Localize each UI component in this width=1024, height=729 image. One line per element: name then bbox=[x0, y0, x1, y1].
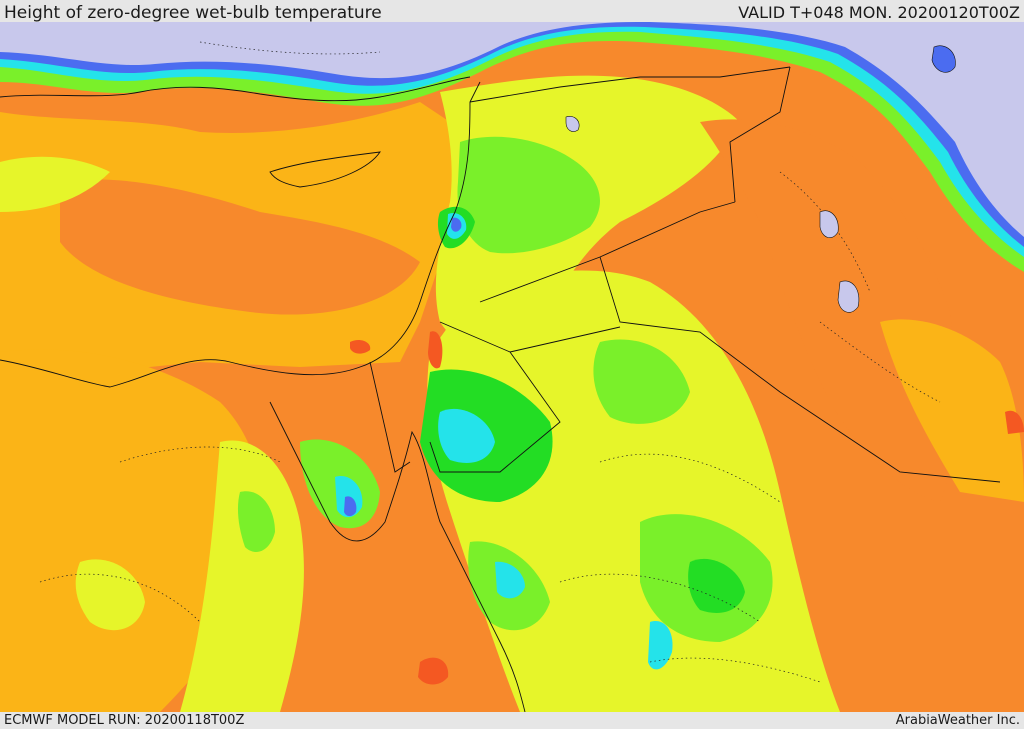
nile-yellow bbox=[180, 440, 304, 712]
model-run-label: ECMWF MODEL RUN: 20200118T00Z bbox=[4, 713, 245, 728]
levant-green bbox=[457, 136, 600, 254]
turkey-coastline bbox=[0, 76, 471, 102]
red-patch-2 bbox=[418, 657, 449, 685]
cyprus-outline bbox=[269, 151, 381, 188]
dotted-border-7 bbox=[649, 657, 821, 683]
dotted-border-3 bbox=[599, 453, 781, 503]
sea-core bbox=[60, 179, 420, 315]
weather-map[interactable] bbox=[0, 22, 1024, 712]
credit-label: ArabiaWeather Inc. bbox=[895, 713, 1020, 728]
lebanon-blue bbox=[451, 217, 462, 232]
footer-bar: ECMWF MODEL RUN: 20200118T00Z ArabiaWeat… bbox=[0, 712, 1024, 729]
header-bar: Height of zero-degree wet-bulb temperatu… bbox=[0, 0, 1024, 23]
coastlines bbox=[0, 66, 1001, 712]
hejaz-cyan bbox=[495, 561, 525, 599]
jordan-border bbox=[509, 326, 621, 353]
dotted-border-4 bbox=[559, 573, 761, 623]
red-patch-1 bbox=[350, 339, 371, 354]
map-canvas bbox=[0, 22, 1024, 712]
egypt-orange-yellow bbox=[0, 349, 264, 712]
gulf-orange-yellow bbox=[880, 319, 1024, 502]
jordan-outline bbox=[429, 321, 561, 473]
jordan-cyan-core bbox=[438, 408, 495, 463]
north-sea bbox=[0, 22, 1024, 237]
saudi-iraq-border bbox=[599, 256, 1001, 483]
iraq-orange bbox=[700, 119, 957, 502]
north-coast-green bbox=[0, 22, 1024, 272]
israel-egypt-border bbox=[369, 361, 411, 473]
egypt-green bbox=[237, 491, 275, 552]
map-title: Height of zero-degree wet-bulb temperatu… bbox=[4, 3, 382, 23]
internal-borders bbox=[39, 41, 941, 683]
lake-1 bbox=[819, 210, 839, 239]
iraq-syria-border bbox=[479, 201, 736, 303]
sea-patch bbox=[0, 156, 110, 212]
med-coastline bbox=[0, 81, 481, 388]
iraq-iran-border bbox=[729, 66, 791, 203]
dotted-border-8 bbox=[199, 41, 381, 55]
red-sea-coast bbox=[269, 401, 526, 712]
lake-3 bbox=[565, 116, 580, 132]
arabia-green-1 bbox=[593, 339, 690, 424]
sinai-blue bbox=[344, 496, 357, 517]
dotted-border-2 bbox=[39, 573, 201, 623]
lake-4 bbox=[931, 45, 956, 73]
lake-2 bbox=[837, 280, 860, 313]
turkey-syria-border bbox=[469, 66, 791, 103]
dead-sea-red bbox=[428, 331, 443, 369]
arabia-cyan-dot bbox=[648, 621, 673, 670]
valid-time-label: VALID T+048 MON. 20200120T00Z bbox=[738, 3, 1020, 22]
arabia-green-3 bbox=[688, 558, 745, 613]
egypt-yellow-patch bbox=[75, 559, 145, 631]
gulf-red-dot bbox=[1005, 410, 1024, 434]
